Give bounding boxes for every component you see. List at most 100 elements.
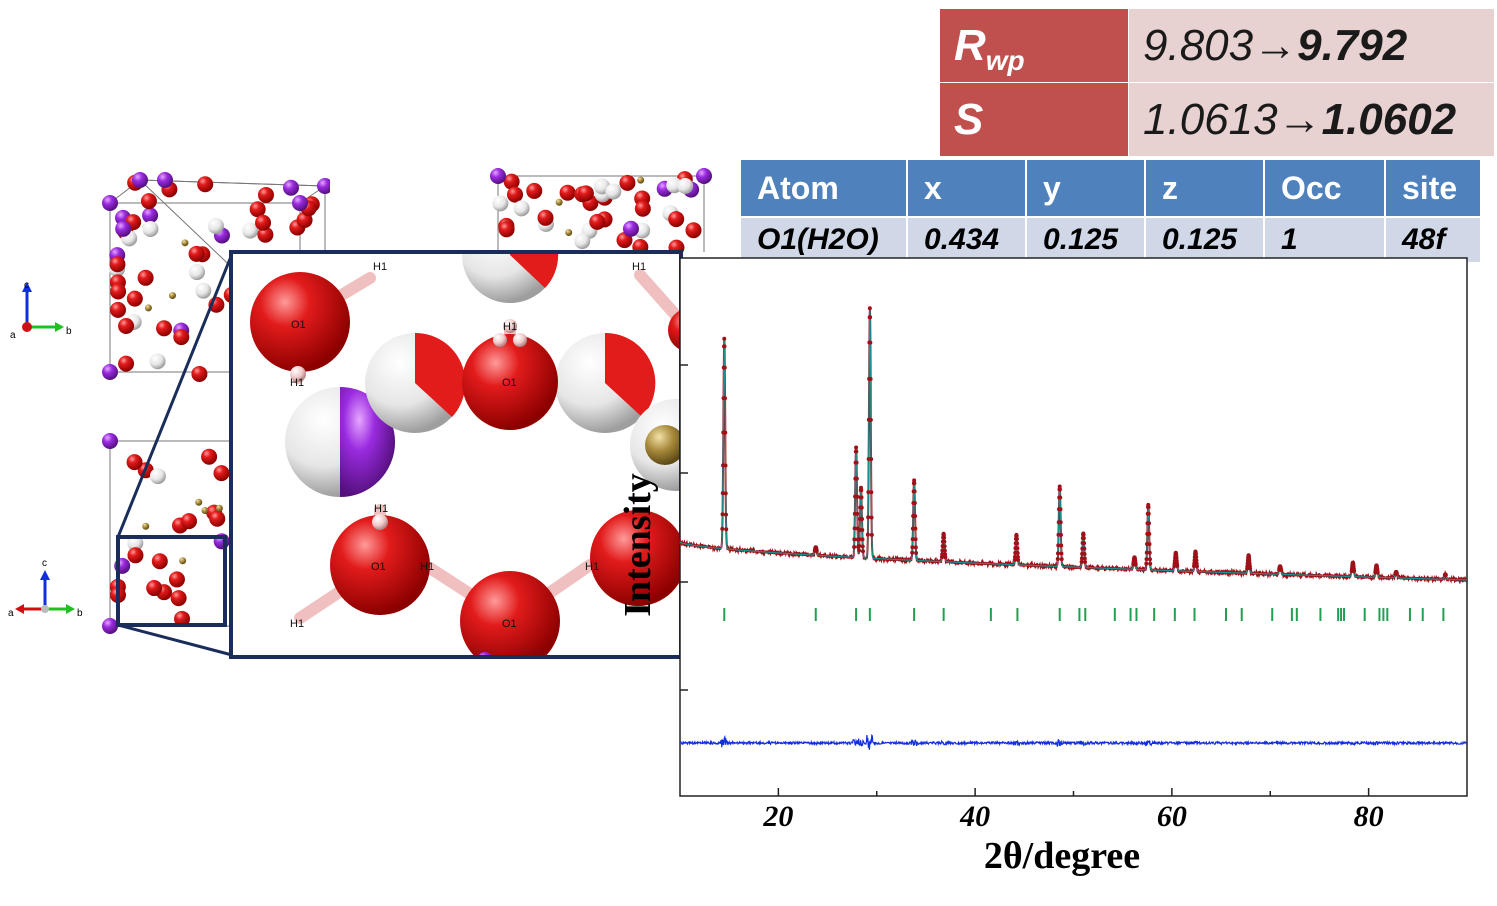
atom-sphere xyxy=(126,290,143,307)
atom-sphere xyxy=(507,186,524,203)
observed-point xyxy=(722,344,727,349)
observed-point xyxy=(1352,569,1357,574)
cell-y: 0.125 xyxy=(1025,216,1146,264)
observed-point xyxy=(1015,546,1020,551)
observed-point xyxy=(1194,555,1199,560)
axes-indicator-bottom: c a b xyxy=(8,558,83,619)
rwp-label: Rwp xyxy=(939,8,1129,83)
observed-point xyxy=(1015,550,1020,555)
observed-point xyxy=(1081,532,1086,537)
observed-point xyxy=(868,417,873,422)
observed-point xyxy=(723,430,728,435)
s-value: 1.0613→1.0602 xyxy=(1128,82,1495,157)
observed-point xyxy=(1082,541,1087,546)
atom-sphere xyxy=(255,214,272,231)
observed-point xyxy=(940,552,945,557)
atom-sphere xyxy=(174,610,191,627)
observed-point xyxy=(1194,564,1199,569)
atom-sphere xyxy=(168,292,176,300)
observed-point xyxy=(860,549,865,554)
atom-sphere xyxy=(503,173,520,190)
atom-sphere xyxy=(142,207,159,224)
axis-b-label-top: b xyxy=(66,326,72,337)
atom-sphere xyxy=(668,239,685,252)
observed-point xyxy=(1147,521,1152,526)
observed-point xyxy=(942,544,947,549)
stats-row-rwp: Rwp 9.803→9.792 xyxy=(939,8,1495,83)
cell-occ: 1 xyxy=(1263,216,1386,264)
atom-sphere xyxy=(555,198,563,206)
observed-point xyxy=(914,550,919,555)
atom-sphere xyxy=(170,590,187,607)
observed-point xyxy=(942,535,947,540)
atom-sphere xyxy=(498,221,515,238)
atom-sphere xyxy=(127,535,144,552)
observed-point xyxy=(859,488,864,493)
atom-sphere xyxy=(677,177,694,194)
observed-point xyxy=(1194,558,1199,563)
observed-point xyxy=(854,445,859,450)
observed-point xyxy=(723,512,728,517)
atom-sphere xyxy=(181,239,189,247)
atom-sphere xyxy=(207,217,224,234)
observed-point xyxy=(724,527,729,532)
observed-point xyxy=(1147,531,1152,536)
observed-point xyxy=(942,548,947,553)
header-y: y xyxy=(1025,158,1146,218)
observed-point xyxy=(722,336,727,341)
observed-point xyxy=(1144,561,1149,566)
observed-point xyxy=(1144,557,1149,562)
observed-point xyxy=(869,457,874,462)
observed-point xyxy=(722,365,727,370)
atom-sphere xyxy=(118,355,135,372)
axis-c-label-bottom: c xyxy=(42,558,47,569)
observed-point xyxy=(857,548,862,553)
observed-point xyxy=(859,517,864,522)
observed-point xyxy=(1394,571,1399,576)
stats-row-s: S 1.0613→1.0602 xyxy=(939,82,1495,157)
observed-point xyxy=(910,550,915,555)
atom-label: H1 xyxy=(420,561,434,573)
zoom-connector-line xyxy=(117,623,233,657)
observed-point xyxy=(912,478,917,483)
atom-sphere xyxy=(127,547,144,564)
observed-point xyxy=(1175,564,1180,569)
atom-sphere xyxy=(577,185,594,202)
observed-point xyxy=(814,548,819,553)
observed-point xyxy=(859,505,864,510)
atom-sphere xyxy=(156,320,173,337)
atom-sphere xyxy=(146,580,163,597)
observed-point xyxy=(1375,570,1380,575)
x-axis-label: 2θ/degree xyxy=(984,835,1140,877)
header-atom: Atom xyxy=(739,158,908,218)
observed-point xyxy=(1147,542,1152,547)
observed-point xyxy=(855,494,860,499)
atom-table-header: Atom x y z Occ site xyxy=(739,158,1482,218)
atom-sphere xyxy=(115,220,132,237)
observed-point xyxy=(1082,556,1087,561)
observed-point xyxy=(720,491,725,496)
observed-point xyxy=(1146,511,1151,516)
observed-point xyxy=(1279,567,1284,572)
observed-point xyxy=(1247,558,1252,563)
atom-label: H1 xyxy=(374,503,388,515)
atom-sphere xyxy=(195,282,212,299)
atom-sphere xyxy=(173,329,190,346)
atom-sphere xyxy=(188,245,205,262)
observed-point xyxy=(1082,546,1087,551)
observed-point xyxy=(1058,495,1063,500)
atom-label: H1 xyxy=(632,261,646,273)
atom-sphere xyxy=(637,176,645,184)
atom-sphere xyxy=(102,195,118,211)
atom-sphere xyxy=(565,228,573,236)
observed-point xyxy=(913,514,918,519)
observed-point xyxy=(1014,536,1019,541)
atom-sphere xyxy=(537,209,554,226)
atom-label: H1 xyxy=(585,561,599,573)
atom-sphere xyxy=(142,522,150,530)
atom-label: H1 xyxy=(290,618,304,630)
rwp-value: 9.803→9.792 xyxy=(1128,8,1495,83)
atom-label: H1 xyxy=(290,377,304,389)
axis-ticks xyxy=(680,364,1370,796)
